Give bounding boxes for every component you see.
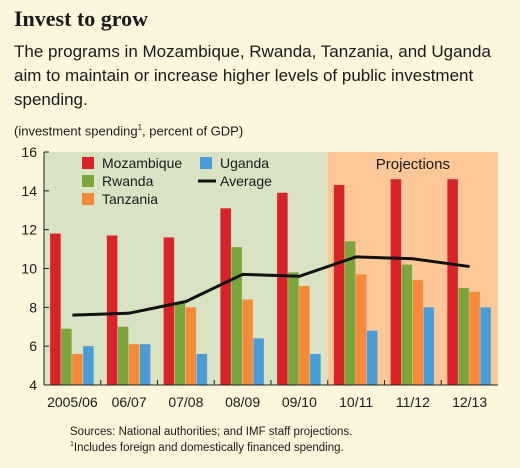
x-tick-label-5: 10/11 xyxy=(339,394,373,410)
x-tick-label-4: 09/10 xyxy=(282,394,317,410)
bar-rwanda-7 xyxy=(458,287,469,385)
bar-mozambique-2 xyxy=(163,237,175,385)
bar-tanzania-5 xyxy=(355,274,367,385)
y-tick-label-12: 12 xyxy=(21,222,37,238)
bar-mozambique-0 xyxy=(50,233,61,385)
legend-label-uganda: Uganda xyxy=(220,155,269,171)
bar-tanzania-0 xyxy=(72,353,83,385)
legend-swatch-mozambique xyxy=(82,157,94,169)
bar-mozambique-1 xyxy=(106,235,118,385)
average-line xyxy=(72,255,470,317)
legend-label-tanzania: Tanzania xyxy=(102,191,158,207)
bar-tanzania-3 xyxy=(242,299,253,385)
bar-uganda-0 xyxy=(83,346,94,385)
bar-rwanda-1 xyxy=(117,326,129,385)
x-tick-label-6: 11/12 xyxy=(396,394,430,410)
bar-uganda-7 xyxy=(480,307,491,385)
bar-uganda-1 xyxy=(139,344,151,385)
chart-subtitle: The programs in Mozambique, Rwanda, Tanz… xyxy=(14,42,491,109)
unit-label-suffix: , percent of GDP) xyxy=(142,123,244,139)
x-tick-label-7: 12/13 xyxy=(452,394,487,410)
bar-uganda-6 xyxy=(423,307,435,385)
bar-mozambique-7 xyxy=(447,179,458,385)
bar-tanzania-4 xyxy=(299,285,310,385)
bar-uganda-2 xyxy=(196,353,208,385)
bar-tanzania-7 xyxy=(469,291,480,385)
legend-swatch-tanzania xyxy=(82,193,94,205)
bar-uganda-3 xyxy=(253,338,264,385)
projections-label: Projections xyxy=(376,156,450,173)
x-tick-label-1: 06/07 xyxy=(112,394,147,410)
legend-swatch-rwanda xyxy=(82,175,94,187)
sources-note: Sources: National authorities; and IMF s… xyxy=(70,426,353,438)
legend-swatch-uganda xyxy=(200,157,212,169)
y-tick-label-6: 6 xyxy=(29,338,37,354)
bar-uganda-4 xyxy=(310,353,321,385)
bar-mozambique-3 xyxy=(220,208,231,385)
bar-rwanda-6 xyxy=(401,264,413,385)
legend-label-rwanda: Rwanda xyxy=(102,173,154,189)
bar-mozambique-5 xyxy=(333,185,345,385)
unit-label: (investment spending1, percent of GDP) xyxy=(14,123,243,138)
bar-rwanda-4 xyxy=(288,272,299,385)
x-tick-label-3: 08/09 xyxy=(225,394,260,410)
legend-label-mozambique: Mozambique xyxy=(102,155,182,171)
y-tick-label-10: 10 xyxy=(21,261,37,277)
bar-rwanda-2 xyxy=(174,303,186,385)
bar-rwanda-3 xyxy=(231,247,242,385)
footnote-text: Includes foreign and domestically financ… xyxy=(73,441,344,454)
y-tick-label-4: 4 xyxy=(29,377,37,393)
y-tick-label-14: 14 xyxy=(21,183,37,199)
chart-title: Invest to grow xyxy=(14,6,149,31)
bar-tanzania-6 xyxy=(412,280,424,385)
bar-rwanda-5 xyxy=(344,241,356,385)
bar-tanzania-2 xyxy=(185,307,197,385)
unit-label-text: (investment spending xyxy=(14,123,138,139)
bar-tanzania-1 xyxy=(128,344,140,385)
y-tick-label-16: 16 xyxy=(21,144,37,160)
y-tick-label-8: 8 xyxy=(29,299,37,315)
legend-label-average: Average xyxy=(220,173,272,189)
footnote: 1Includes foreign and domestically finan… xyxy=(70,441,344,454)
bar-mozambique-4 xyxy=(277,192,288,385)
unit-footnote-marker: 1 xyxy=(137,123,143,132)
x-tick-label-2: 07/08 xyxy=(168,394,203,410)
bar-mozambique-6 xyxy=(390,179,402,385)
x-tick-label-0: 2005/06 xyxy=(47,394,98,410)
footnote-marker: 1 xyxy=(70,441,74,448)
bar-uganda-5 xyxy=(366,330,378,385)
bar-rwanda-0 xyxy=(61,328,72,385)
